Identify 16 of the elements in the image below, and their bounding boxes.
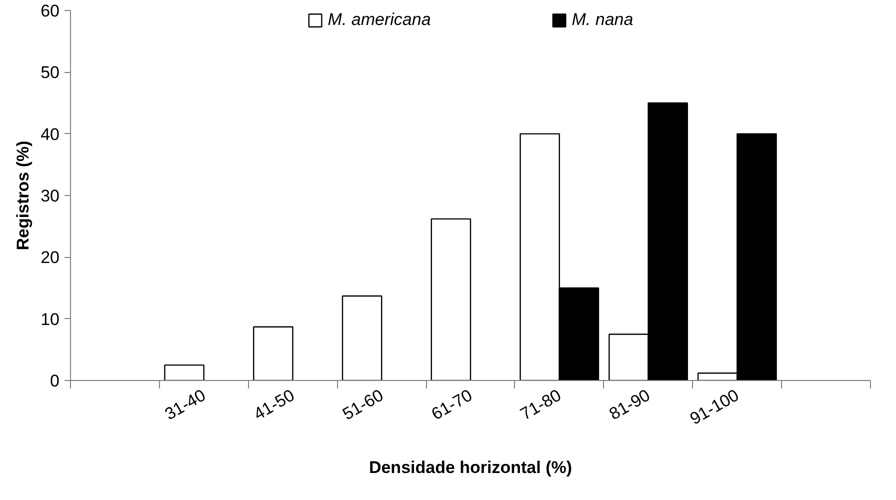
- bar: [430, 218, 472, 380]
- y-tick-label: 50: [40, 63, 60, 82]
- legend-label: M. nana: [572, 10, 634, 30]
- y-tick-label: 40: [40, 124, 60, 144]
- x-tick-label: 41-50: [250, 386, 298, 424]
- bar: [342, 295, 382, 380]
- y-tick-label: 60: [40, 2, 60, 20]
- bar: [164, 364, 204, 380]
- bar: [253, 326, 294, 380]
- y-tick-label: 20: [40, 248, 60, 268]
- legend-label: M. americana: [328, 10, 431, 30]
- y-tick-label: 0: [50, 372, 60, 390]
- y-axis-title: Registros (%): [14, 140, 33, 250]
- y-tick-label: 10: [40, 310, 60, 329]
- x-axis-title: Densidade horizontal (%): [368, 458, 572, 478]
- y-tick-label: 30: [40, 186, 60, 206]
